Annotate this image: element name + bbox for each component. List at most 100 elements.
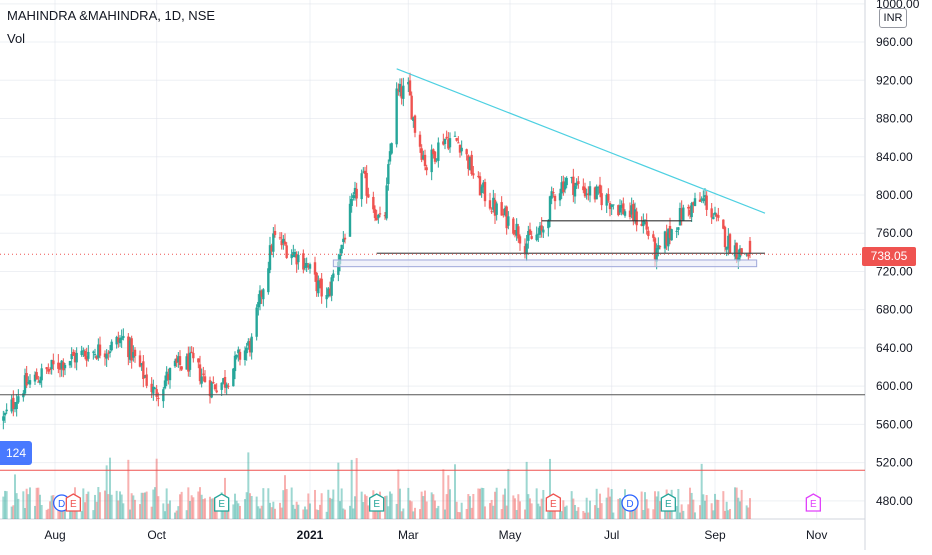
volume-bar (397, 469, 400, 519)
volume-bar (274, 508, 276, 519)
earnings-icon[interactable] (369, 493, 385, 512)
candle-body (118, 338, 122, 344)
event-label: E (550, 499, 557, 510)
volume-bar (519, 501, 521, 519)
volume-bar (12, 505, 15, 519)
candle-body (535, 234, 538, 241)
volume-bar (249, 493, 251, 519)
earnings-icon[interactable] (214, 493, 230, 512)
candle-body (372, 196, 375, 210)
candle-body (618, 205, 622, 213)
candle-body (37, 381, 40, 383)
candle-body (387, 164, 390, 185)
volume-bar (362, 502, 365, 519)
volume-bar (489, 503, 491, 519)
candle-body (232, 368, 235, 387)
volume-bar (239, 505, 241, 519)
earnings-icon[interactable] (805, 493, 821, 512)
candle-body (143, 376, 147, 378)
candle-body (542, 229, 545, 233)
volume-bar (645, 499, 648, 519)
volume-bar (267, 488, 270, 519)
dividend-icon[interactable] (621, 494, 639, 512)
candle-body (422, 155, 425, 159)
y-tick-label: 640.00 (876, 341, 913, 355)
candle-body (507, 216, 510, 226)
volume-bar (154, 487, 156, 519)
candle-body (12, 397, 15, 409)
candle-body (130, 338, 133, 361)
x-tick-label: Mar (398, 528, 419, 542)
candle-body (233, 355, 237, 372)
candle-body (220, 382, 223, 390)
volume-bar (514, 498, 516, 519)
candle-body (623, 211, 627, 216)
candle-body (243, 350, 247, 361)
volume-bar (390, 493, 393, 519)
candle-body (283, 241, 287, 245)
earnings-icon[interactable] (545, 493, 561, 512)
candle-body (727, 235, 730, 249)
volume-bar (477, 488, 480, 519)
candle-body (477, 175, 480, 177)
volume-bar (349, 505, 351, 519)
candle-body (702, 198, 705, 202)
candle-body (733, 245, 737, 257)
candle-body (47, 369, 50, 372)
volume-bar (607, 487, 610, 519)
currency-button[interactable]: INR (879, 8, 907, 28)
volume-bar (144, 492, 146, 519)
volume-bar (419, 509, 421, 519)
candle-body (258, 290, 262, 305)
candle-body (278, 237, 282, 239)
last-price-label: 738.05 (862, 247, 916, 266)
candle-body (412, 117, 415, 121)
x-tick-label: Oct (147, 528, 166, 542)
volume-bar (232, 504, 235, 519)
volume-bar (425, 501, 428, 519)
volume-bar (37, 487, 40, 519)
volume-bar (47, 508, 50, 519)
candle-body (687, 207, 690, 209)
candle-body (290, 254, 293, 259)
candle-body (478, 176, 482, 196)
candle-body (122, 335, 125, 339)
volume-bar (80, 510, 83, 519)
candle-body (352, 195, 355, 199)
volume-bar (740, 489, 743, 519)
volume-bar (354, 496, 356, 519)
earnings-icon[interactable] (660, 493, 676, 512)
candle-body (163, 380, 167, 389)
volume-bar (517, 494, 520, 519)
candle-body (255, 307, 258, 337)
volume-bar (570, 491, 573, 519)
volume-bar (257, 506, 260, 519)
candle-body (512, 218, 515, 234)
candle-body (248, 341, 252, 353)
candle-body (703, 195, 707, 198)
volume-bar (82, 488, 85, 519)
side-marker-badge[interactable]: 124 (0, 441, 32, 465)
candle-body (413, 115, 417, 133)
candle-body (375, 217, 378, 221)
volume-bar (39, 494, 41, 519)
volume-bar (179, 494, 181, 519)
candle-body (657, 245, 660, 250)
volume-bar (27, 494, 30, 519)
support-zone-rectangle[interactable] (332, 259, 758, 268)
candle-body (642, 220, 645, 227)
volume-bar (442, 469, 445, 519)
volume-bar (675, 506, 678, 519)
event-label: E (218, 499, 225, 510)
trendline[interactable] (396, 68, 766, 214)
candle-body (28, 380, 32, 385)
volume-bar (435, 508, 438, 519)
candle-body (635, 211, 638, 226)
volume-bar (285, 489, 288, 519)
volume-bar (459, 512, 461, 519)
earnings-icon[interactable] (65, 493, 81, 512)
candle-body (187, 353, 190, 372)
candle-body (270, 245, 273, 252)
